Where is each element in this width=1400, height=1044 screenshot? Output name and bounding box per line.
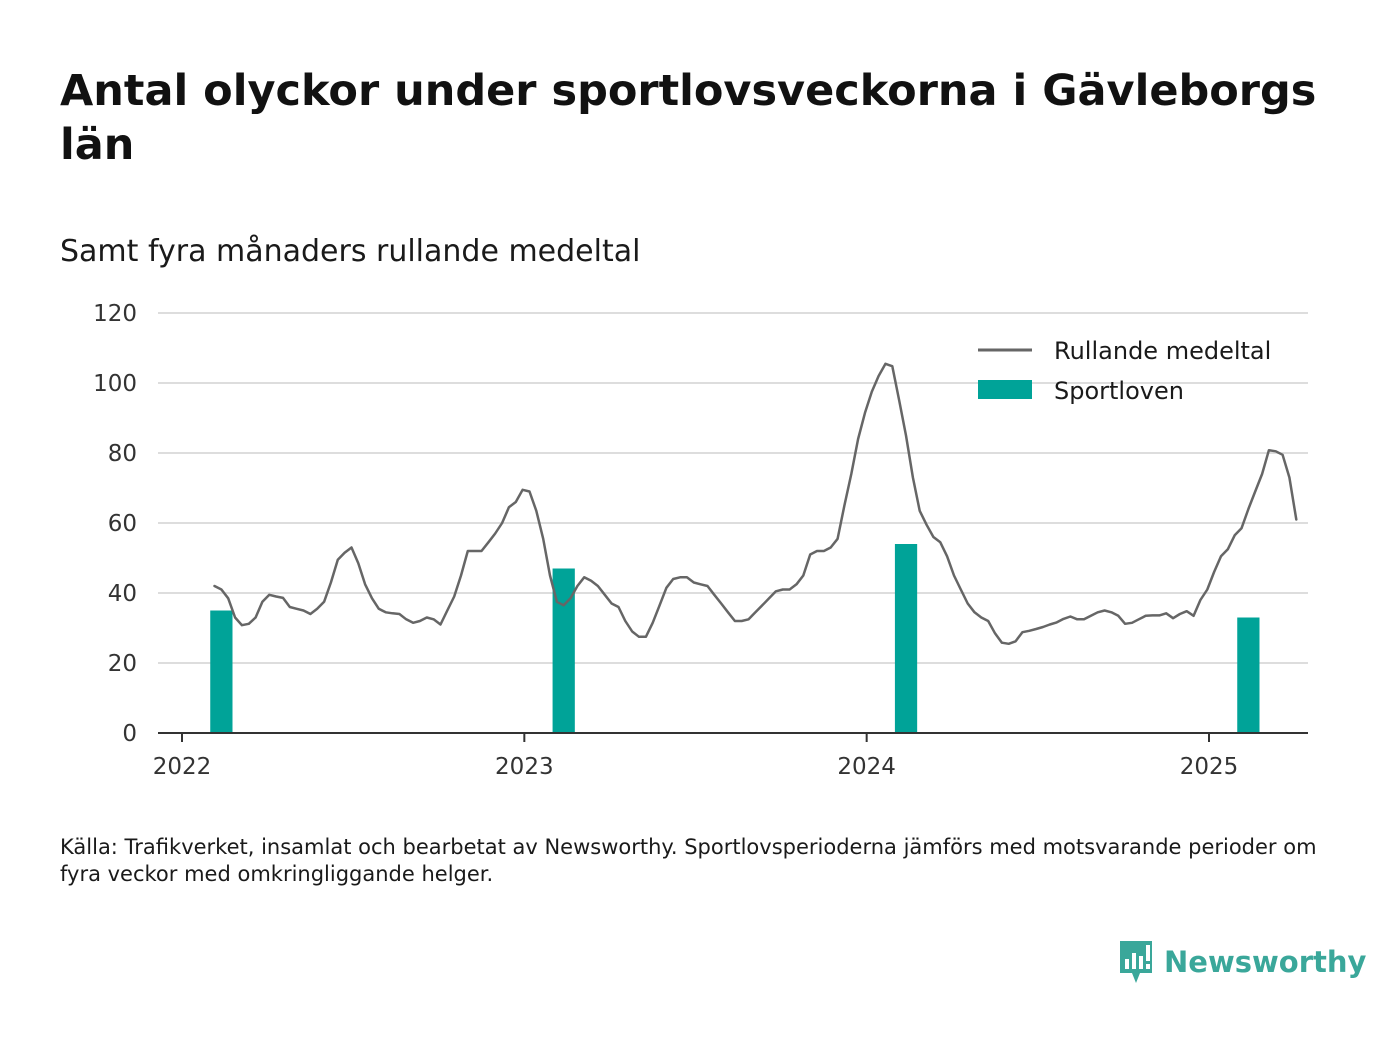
legend-label-rolling-average: Rullande medeltal	[1054, 337, 1271, 365]
y-tick-label: 40	[108, 581, 137, 607]
x-tick-label: 2022	[153, 754, 212, 780]
brand-logo: Newsworthy	[1118, 938, 1366, 986]
legend-bar-swatch	[978, 380, 1032, 399]
source-note: Källa: Trafikverket, insamlat och bearbe…	[60, 835, 1317, 886]
x-tick-label: 2025	[1180, 754, 1239, 780]
y-tick-label: 20	[108, 651, 137, 677]
brand-name: Newsworthy	[1164, 945, 1367, 979]
legend-label-sportloven: Sportloven	[1054, 377, 1184, 405]
y-tick-label: 100	[93, 371, 137, 397]
y-tick-label: 80	[108, 441, 137, 467]
y-tick-label: 0	[122, 721, 137, 747]
y-tick-label: 120	[93, 301, 137, 327]
sportloven-bar	[210, 610, 233, 733]
rolling-average-line	[213, 362, 1298, 646]
x-tick-label: 2024	[837, 754, 896, 780]
newsworthy-logo-icon	[1120, 941, 1152, 983]
y-tick-label: 60	[108, 511, 137, 537]
axes: 0 20 40 60 80 100 120 2022 2023 2024 2025	[93, 301, 1308, 780]
sportloven-bar	[894, 544, 918, 733]
sportloven-bar	[1237, 617, 1260, 733]
sportloven-bar	[552, 568, 575, 733]
grid-lines	[158, 312, 1308, 664]
chart-title: Antal olyckor under sportlovsveckorna i …	[60, 66, 1317, 170]
rolling-average-line-group	[213, 362, 1298, 646]
x-tick-label: 2023	[495, 754, 554, 780]
legend: Rullande medeltal Sportloven	[978, 337, 1271, 405]
sportloven-bars	[210, 544, 1260, 733]
chart-subtitle: Samt fyra månaders rullande medeltal	[60, 234, 641, 269]
